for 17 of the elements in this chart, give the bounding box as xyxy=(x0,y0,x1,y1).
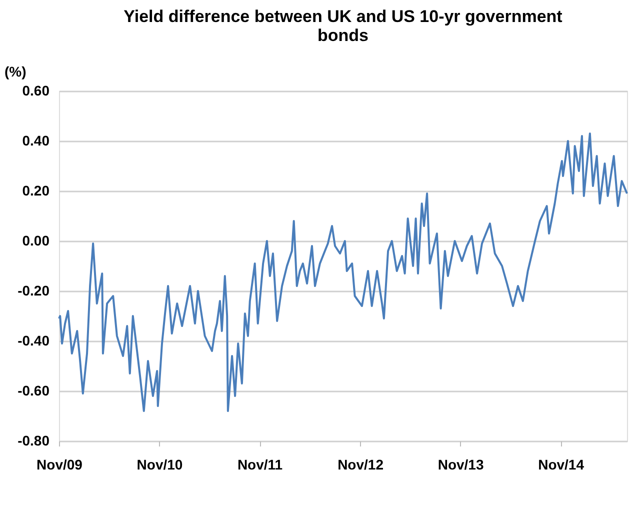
y-axis-title: (%) xyxy=(4,64,26,80)
x-tick-label: Nov/10 xyxy=(136,456,183,472)
y-tick-label: -0.20 xyxy=(18,282,50,298)
line-series xyxy=(58,132,628,412)
x-tick-label: Nov/12 xyxy=(338,456,384,472)
y-tick-label: 0.00 xyxy=(22,232,50,248)
y-tick-label: -0.40 xyxy=(18,332,50,348)
y-tick-label: 0.60 xyxy=(22,82,50,98)
x-tick-label: Nov/11 xyxy=(237,456,283,472)
x-tick-label: Nov/14 xyxy=(538,456,584,472)
y-tick-label: 0.20 xyxy=(22,182,50,198)
chart-title: Yield difference between UK and US 10-yr government bonds xyxy=(124,7,563,45)
x-tick-label: Nov/13 xyxy=(438,456,484,472)
y-tick-label: -0.60 xyxy=(18,382,50,398)
y-tick-label: 0.40 xyxy=(22,132,50,148)
x-tick-label: Nov/09 xyxy=(36,456,83,472)
y-tick-label: -0.80 xyxy=(18,432,50,448)
